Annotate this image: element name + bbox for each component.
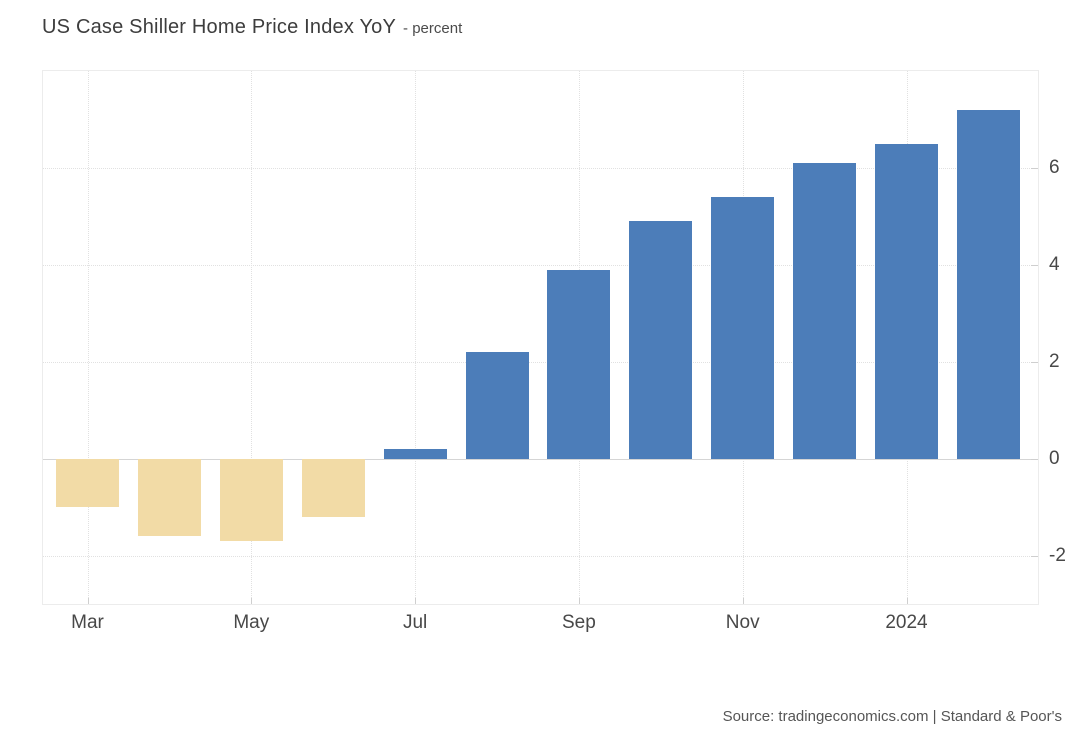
y-gridline: [43, 555, 1038, 557]
x-axis-label: May: [233, 612, 270, 633]
x-axis-tick: [87, 598, 89, 604]
bar-may-2023[interactable]: [219, 458, 283, 541]
y-axis-tick: [1031, 167, 1038, 169]
y-axis-label: 2: [1049, 350, 1060, 372]
x-axis-label: Mar: [71, 612, 104, 633]
chart-header: US Case Shiller Home Price Index YoY - p…: [42, 16, 462, 39]
y-axis-label: -2: [1049, 544, 1066, 566]
bar-oct-2023[interactable]: [629, 221, 693, 459]
x-axis-label: Jul: [402, 612, 428, 633]
chart-unit-label: - percent: [403, 20, 463, 37]
source-attribution: Source: tradingeconomics.com | Standard …: [722, 708, 1062, 725]
bar-mar-2023[interactable]: [56, 458, 119, 508]
x-axis-tick: [251, 598, 253, 604]
y-gridline: [43, 361, 1038, 363]
x-gridline: [251, 71, 253, 604]
bar-jan-2024[interactable]: [875, 143, 938, 459]
y-axis-label: 6: [1049, 156, 1060, 178]
zero-line: [43, 458, 1038, 460]
y-axis-label: 4: [1049, 253, 1060, 275]
y-axis-tick: [1031, 264, 1038, 266]
bar-nov-2023[interactable]: [711, 196, 775, 459]
x-axis-tick: [906, 598, 908, 604]
chart-title: US Case Shiller Home Price Index YoY: [42, 16, 397, 38]
y-axis-tick: [1031, 555, 1038, 557]
bar-apr-2023[interactable]: [137, 458, 201, 537]
bar-feb-2024[interactable]: [956, 109, 1020, 459]
x-axis-tick: [578, 598, 580, 604]
x-axis-label: 2024: [885, 612, 928, 633]
y-axis-label: 0: [1049, 447, 1060, 469]
x-axis-label: Nov: [725, 612, 760, 633]
x-axis-label: Sep: [561, 612, 596, 633]
x-axis-tick: [742, 598, 744, 604]
bar-jun-2023[interactable]: [301, 458, 365, 517]
bar-jul-2023[interactable]: [383, 448, 447, 459]
y-gridline: [43, 264, 1038, 266]
bar-dec-2023[interactable]: [793, 163, 857, 459]
x-gridline: [415, 71, 417, 604]
plot-area[interactable]: Mar May Jul Sep Nov 2024 6 4 2 0 -2: [42, 70, 1066, 633]
x-axis-tick: [415, 598, 417, 604]
bar-aug-2023[interactable]: [465, 352, 529, 459]
y-axis-tick: [1031, 361, 1038, 363]
bar-sep-2023[interactable]: [547, 269, 611, 459]
y-axis-tick: [1031, 458, 1038, 460]
y-gridline: [43, 167, 1038, 169]
x-gridline: [87, 71, 89, 604]
